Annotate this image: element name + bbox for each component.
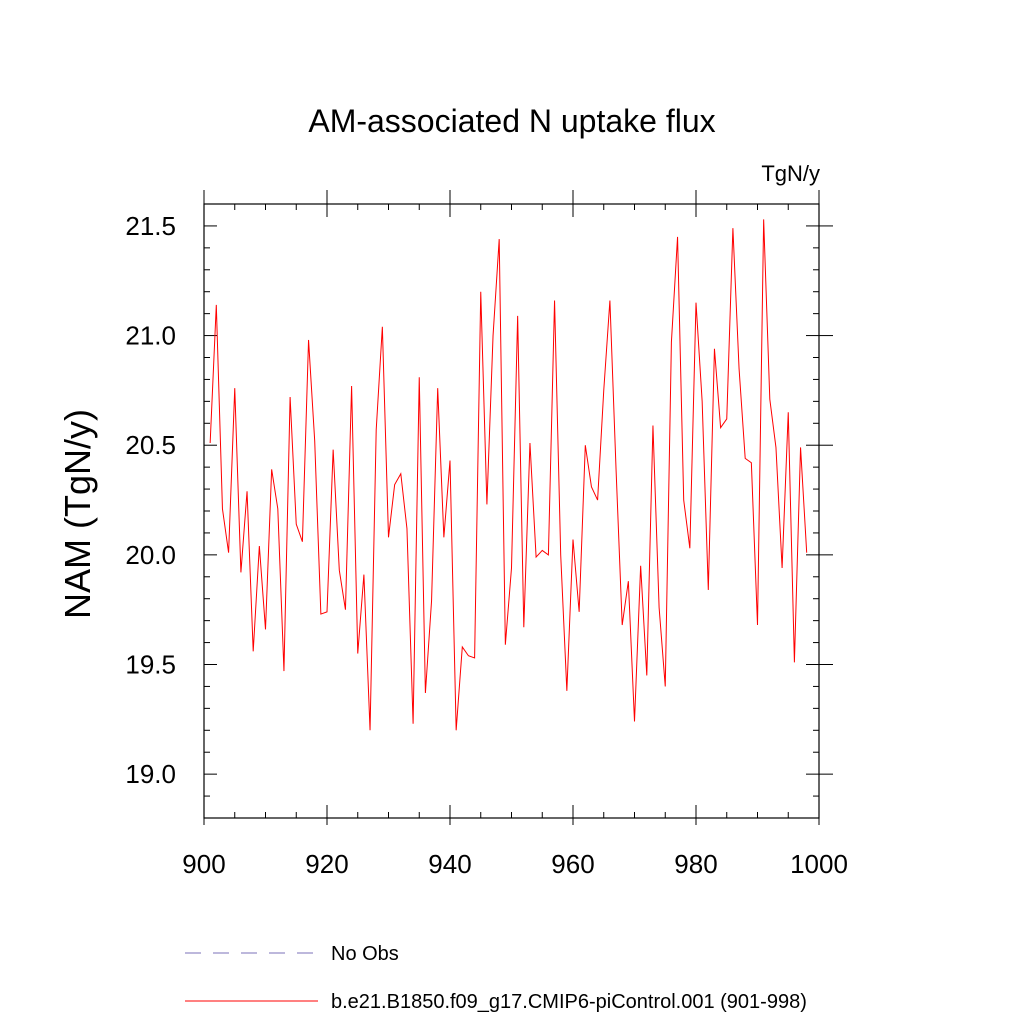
x-axis: 900 920 940 960 980 1000: [182, 190, 848, 879]
y-tick-label: 20.5: [125, 430, 176, 460]
y-axis-label: NAM (TgN/y): [57, 409, 98, 619]
y-tick-label: 21.0: [125, 321, 176, 351]
y-tick-label: 20.0: [125, 540, 176, 570]
chart-title: AM-associated N uptake flux: [308, 103, 715, 139]
y-tick-label: 19.5: [125, 650, 176, 680]
legend: No Obs b.e21.B1850.f09_g17.CMIP6-piContr…: [185, 943, 807, 1013]
x-tick-label: 920: [305, 849, 348, 879]
x-tick-label: 900: [182, 849, 225, 879]
units-label: TgN/y: [761, 161, 820, 186]
x-tick-label: 1000: [790, 849, 848, 879]
legend-label-model: b.e21.B1850.f09_g17.CMIP6-piControl.001 …: [331, 991, 807, 1013]
legend-label-no-obs: No Obs: [331, 943, 399, 965]
y-axis: 19.0 19.5 20.0 20.5 21.0 21.5: [125, 203, 833, 819]
y-tick-label: 19.0: [125, 759, 176, 789]
x-tick-label: 960: [551, 849, 594, 879]
series-group: [209, 219, 808, 731]
x-tick-label: 980: [674, 849, 717, 879]
y-tick-label: 21.5: [125, 211, 176, 241]
series-line-0: [209, 219, 808, 731]
x-tick-label: 940: [428, 849, 471, 879]
plot-frame: [203, 203, 820, 819]
